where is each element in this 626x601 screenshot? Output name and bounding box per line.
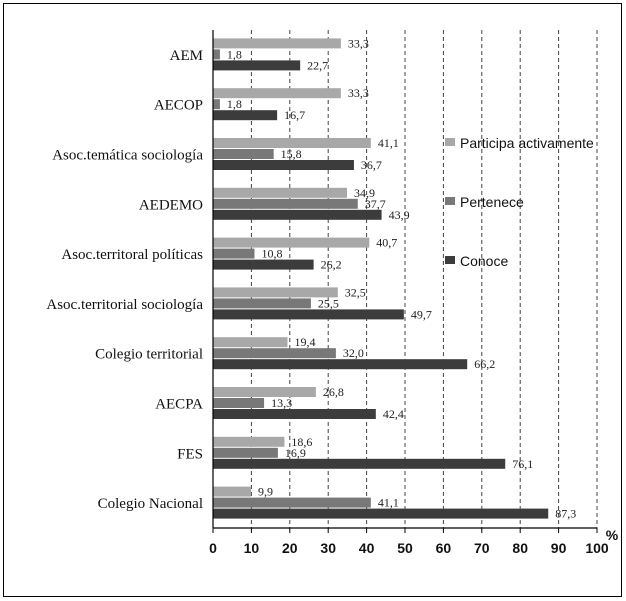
category-label-4: AEDEMO <box>139 197 203 213</box>
bar-6-series-2 <box>213 298 311 309</box>
value-label-6-series-1: 32,5 <box>345 285 366 299</box>
bar-3-series-1 <box>213 138 371 148</box>
value-label-7-series-2: 32,0 <box>343 346 364 360</box>
legend-label-3: Conoce <box>460 253 508 269</box>
x-tick-label-60: 60 <box>436 540 452 556</box>
value-label-3-series-3: 36,7 <box>361 158 382 172</box>
bar-3-series-2 <box>213 149 274 159</box>
value-label-3-series-1: 41,1 <box>378 136 399 150</box>
x-tick-label-0: 0 <box>209 540 217 556</box>
value-label-5-series-3: 26,2 <box>321 258 342 272</box>
bar-6-series-1 <box>213 287 338 298</box>
category-label-8: AECPA <box>155 397 203 413</box>
bar-7-series-1 <box>213 337 288 348</box>
bar-9-series-3 <box>213 458 506 469</box>
bar-2-series-2 <box>213 99 220 110</box>
x-tick-label-90: 90 <box>551 540 567 556</box>
category-label-6: Asoc.territorial sociología <box>46 297 203 313</box>
value-label-1-series-1: 33,3 <box>348 36 369 50</box>
bar-5-series-1 <box>213 237 370 248</box>
bar-4-series-2 <box>213 198 358 209</box>
category-label-7: Colegio territorial <box>95 347 203 363</box>
category-label-3: Asoc.temática sociología <box>52 148 203 164</box>
bar-10-series-3 <box>213 508 549 519</box>
bar-5-series-2 <box>213 248 255 259</box>
value-label-3-series-2: 15,8 <box>281 147 302 161</box>
bar-1-series-3 <box>213 60 301 71</box>
bar-8-series-3 <box>213 409 376 419</box>
value-label-4-series-3: 43,9 <box>389 208 410 222</box>
x-tick-label-40: 40 <box>359 540 375 556</box>
bar-1-series-1 <box>213 38 341 49</box>
value-label-4-series-2: 37,7 <box>365 197 386 211</box>
category-label-5: Asoc.territoral políticas <box>61 247 203 263</box>
value-label-8-series-2: 13,3 <box>271 396 292 410</box>
value-label-2-series-3: 16,7 <box>284 108 305 122</box>
value-label-1-series-3: 22,7 <box>307 58 328 72</box>
value-label-8-series-3: 42,4 <box>383 407 404 421</box>
value-label-5-series-2: 10,8 <box>261 247 282 261</box>
value-label-10-series-1: 9,9 <box>258 485 273 499</box>
value-label-9-series-3: 76,1 <box>512 457 533 471</box>
legend-swatch-2 <box>445 197 455 205</box>
x-tick-label-30: 30 <box>320 540 336 556</box>
legend-label-1: Participa activamente <box>460 135 594 151</box>
category-label-1: AEM <box>170 48 203 64</box>
bar-2-series-3 <box>213 110 278 121</box>
value-label-2-series-2: 1,8 <box>227 97 242 111</box>
x-axis-unit: % <box>606 527 619 543</box>
bar-4-series-1 <box>213 187 348 198</box>
value-label-10-series-2: 41,1 <box>378 496 399 510</box>
value-label-1-series-2: 1,8 <box>227 47 242 61</box>
value-label-6-series-3: 49,7 <box>411 307 432 321</box>
x-tick-label-80: 80 <box>512 540 528 556</box>
x-tick-label-50: 50 <box>397 540 413 556</box>
value-label-9-series-2: 16,9 <box>285 446 306 460</box>
bar-7-series-3 <box>213 359 468 370</box>
value-label-6-series-2: 25,5 <box>318 296 339 310</box>
category-label-9: FES <box>177 446 203 462</box>
value-label-7-series-1: 19,4 <box>294 335 315 349</box>
bar-7-series-2 <box>213 348 336 359</box>
value-label-10-series-3: 87,3 <box>555 507 576 521</box>
bar-10-series-1 <box>213 486 252 497</box>
x-tick-label-70: 70 <box>474 540 490 556</box>
legend-swatch-3 <box>445 256 455 264</box>
value-label-7-series-3: 66,2 <box>474 357 495 371</box>
value-label-2-series-1: 33,3 <box>348 86 369 100</box>
bar-4-series-3 <box>213 209 382 220</box>
bar-3-series-3 <box>213 160 354 170</box>
bar-5-series-3 <box>213 259 314 270</box>
bar-8-series-2 <box>213 398 265 408</box>
bar-9-series-2 <box>213 447 278 458</box>
bar-9-series-1 <box>213 436 285 447</box>
category-label-10: Colegio Nacional <box>98 496 203 512</box>
bar-1-series-2 <box>213 49 220 60</box>
value-label-9-series-1: 18,6 <box>291 435 312 449</box>
bar-6-series-3 <box>213 309 404 320</box>
value-label-4-series-1: 34,9 <box>354 186 375 200</box>
value-label-8-series-1: 26,8 <box>323 385 344 399</box>
x-tick-label-100: 100 <box>585 540 609 556</box>
x-tick-label-10: 10 <box>244 540 260 556</box>
legend-swatch-1 <box>445 138 455 146</box>
bar-8-series-1 <box>213 387 316 397</box>
bar-2-series-1 <box>213 88 341 99</box>
bar-10-series-2 <box>213 497 371 508</box>
x-tick-label-20: 20 <box>282 540 298 556</box>
category-label-2: AECOP <box>154 98 203 114</box>
value-label-5-series-1: 40,7 <box>376 236 397 250</box>
legend-label-2: Pertenece <box>460 194 524 210</box>
